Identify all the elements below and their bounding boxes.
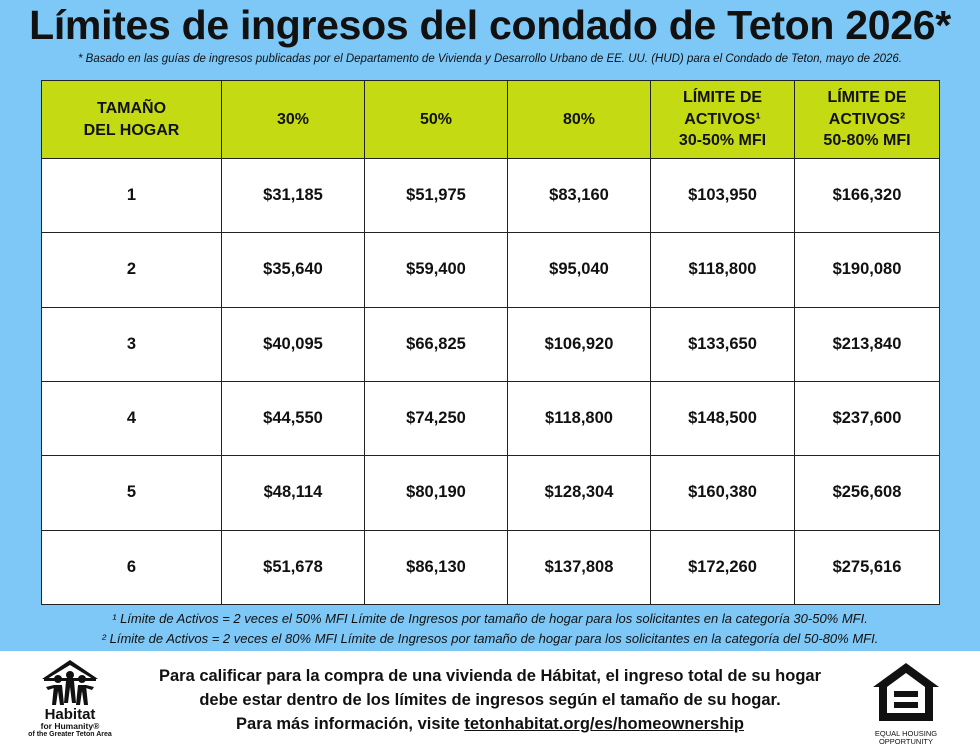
table-row: 6 $51,678 $86,130 $137,808 $172,260 $275… xyxy=(41,529,940,606)
table-cell: $86,130 xyxy=(364,529,508,606)
logo-tagline: for Humanity® xyxy=(40,721,100,731)
table-cell: $160,380 xyxy=(650,455,795,531)
logo-area: of the Greater Teton Area xyxy=(28,731,112,738)
table-row: 3 $40,095 $66,825 $106,920 $133,650 $213… xyxy=(41,306,940,382)
table-cell: $128,304 xyxy=(507,455,651,531)
table-cell: 2 xyxy=(41,232,222,308)
table-cell: $275,616 xyxy=(794,529,940,606)
table-cell: $137,808 xyxy=(507,529,651,606)
table-cell: $106,920 xyxy=(507,306,651,382)
table-cell: 1 xyxy=(41,157,222,234)
table-cell: 5 xyxy=(41,455,222,531)
header-line: 50-80% MFI xyxy=(823,132,911,150)
qualification-info: Para calificar para la compra de una viv… xyxy=(120,664,860,736)
header-household-size: TAMAÑO DEL HOGAR xyxy=(41,80,222,159)
info-line-3: Para más información, visite tetonhabita… xyxy=(120,712,860,736)
table-cell: $118,800 xyxy=(650,232,795,308)
table-cell: $166,320 xyxy=(794,157,940,234)
header-line: TAMAÑO xyxy=(96,99,167,117)
table-cell: $190,080 xyxy=(794,232,940,308)
table-cell: $31,185 xyxy=(221,157,365,234)
homeownership-link[interactable]: tetonhabitat.org/es/homeownership xyxy=(464,715,744,733)
header-line: ACTIVOS¹ xyxy=(684,110,761,128)
info-line-1: Para calificar para la compra de una viv… xyxy=(158,667,822,685)
table-row: 2 $35,640 $59,400 $95,040 $118,800 $190,… xyxy=(41,232,940,308)
table-cell: 3 xyxy=(41,306,222,382)
table-cell: $103,950 xyxy=(650,157,795,234)
table-cell: 6 xyxy=(41,529,222,606)
table-cell: $59,400 xyxy=(364,232,508,308)
table-cell: $48,114 xyxy=(221,455,365,531)
header-line: ACTIVOS² xyxy=(828,110,906,128)
footnote-2: ² Límite de Activos = 2 veces el 80% MFI… xyxy=(101,631,879,646)
footer-panel: Habitat for Humanity® of the Greater Tet… xyxy=(0,651,980,747)
table-cell: $80,190 xyxy=(364,455,508,531)
page-subtitle: * Basado en las guías de ingresos public… xyxy=(77,53,902,65)
info-line-3-prefix: Para más información, visite xyxy=(236,715,465,733)
header-line: 30% xyxy=(276,110,310,128)
header-line: 80% xyxy=(562,110,596,128)
table-cell: $83,160 xyxy=(507,157,651,234)
header-80-percent: 80% xyxy=(507,80,651,159)
equal-housing-logo: EQUAL HOUSING OPPORTUNITY xyxy=(866,661,946,746)
table-cell: $44,550 xyxy=(221,380,365,457)
table-cell: $256,608 xyxy=(794,455,940,531)
table-cell: $35,640 xyxy=(221,232,365,308)
table-cell: $95,040 xyxy=(507,232,651,308)
table-cell: $172,260 xyxy=(650,529,795,606)
info-line-2: debe estar dentro de los límites de ingr… xyxy=(199,691,781,709)
table-row: 4 $44,550 $74,250 $118,800 $148,500 $237… xyxy=(41,380,940,457)
header-asset-limit-30-50: LÍMITE DE ACTIVOS¹ 30-50% MFI xyxy=(650,80,795,159)
page-title: Límites de ingresos del condado de Teton… xyxy=(29,2,951,48)
eho-line-1: EQUAL HOUSING xyxy=(874,729,938,738)
table-header-row: TAMAÑO DEL HOGAR 30% 50% 80% LÍMITE DE A… xyxy=(41,80,940,159)
eho-text: EQUAL HOUSING OPPORTUNITY xyxy=(866,730,946,746)
header-30-percent: 30% xyxy=(221,80,365,159)
table-cell: $66,825 xyxy=(364,306,508,382)
habitat-logo-text: Habitat for Humanity® of the Greater Tet… xyxy=(20,707,120,739)
header-50-percent: 50% xyxy=(364,80,508,159)
eho-line-2: OPPORTUNITY xyxy=(878,737,934,746)
table-cell: $133,650 xyxy=(650,306,795,382)
table-row: 1 $31,185 $51,975 $83,160 $103,950 $166,… xyxy=(41,157,940,234)
habitat-house-people-icon xyxy=(42,660,98,705)
footnote-1: ¹ Límite de Activos = 2 veces el 50% MFI… xyxy=(112,611,868,626)
header-asset-limit-50-80: LÍMITE DE ACTIVOS² 50-80% MFI xyxy=(794,80,940,159)
header-line: 50% xyxy=(419,110,453,128)
header-line: 30-50% MFI xyxy=(678,132,767,150)
table-cell: $40,095 xyxy=(221,306,365,382)
header-line: DEL HOGAR xyxy=(83,121,180,139)
table-cell: $118,800 xyxy=(507,380,651,457)
table-cell: $148,500 xyxy=(650,380,795,457)
equal-housing-icon xyxy=(873,663,939,721)
income-limits-table: TAMAÑO DEL HOGAR 30% 50% 80% LÍMITE DE A… xyxy=(41,80,940,606)
table-row: 5 $48,114 $80,190 $128,304 $160,380 $256… xyxy=(41,455,940,531)
header-line: LÍMITE DE xyxy=(827,89,907,107)
footnotes: ¹ Límite de Activos = 2 veces el 50% MFI… xyxy=(0,609,980,649)
header-line: LÍMITE DE xyxy=(682,89,763,107)
table-cell: $51,975 xyxy=(364,157,508,234)
table-cell: $213,840 xyxy=(794,306,940,382)
habitat-logo: Habitat for Humanity® of the Greater Tet… xyxy=(20,657,120,745)
table-cell: $237,600 xyxy=(794,380,940,457)
table-cell: $74,250 xyxy=(364,380,508,457)
table-cell: $51,678 xyxy=(221,529,365,606)
logo-name: Habitat xyxy=(44,706,96,723)
table-cell: 4 xyxy=(41,380,222,457)
